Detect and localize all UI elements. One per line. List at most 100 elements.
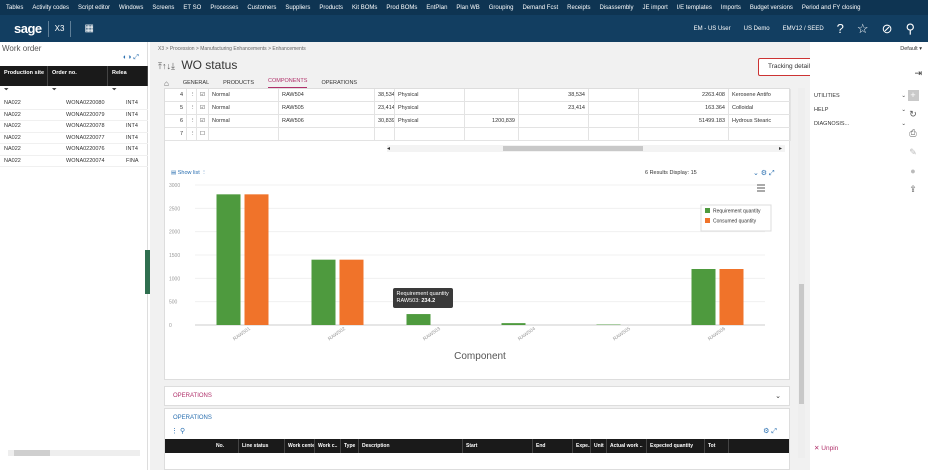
table-cell[interactable]: 2263.408: [639, 88, 729, 102]
vertical-scrollbar[interactable]: [798, 88, 805, 458]
home-icon[interactable]: ⌂: [164, 78, 169, 88]
compass-icon[interactable]: ⊘: [881, 20, 893, 36]
horizontal-scrollbar[interactable]: [8, 450, 140, 456]
top-menu-item[interactable]: Products: [319, 4, 344, 11]
table-cell[interactable]: RAW504: [279, 88, 375, 102]
column-header[interactable]: Line status: [239, 439, 285, 453]
table-cell[interactable]: [465, 101, 519, 115]
add-icon[interactable]: +: [907, 90, 919, 101]
column-header[interactable]: Type: [341, 439, 359, 453]
column-header[interactable]: Start: [463, 439, 533, 453]
operations-section-header[interactable]: OPERATIONS ⌄: [164, 386, 790, 406]
tab-operations[interactable]: OPERATIONS: [321, 80, 358, 86]
default-selector[interactable]: Default ▾: [900, 46, 922, 52]
top-menu-item[interactable]: Tables: [6, 4, 24, 11]
table-cell[interactable]: 23,414: [519, 101, 589, 115]
work-order-row[interactable]: NA022 WONA0220078 INT4: [0, 121, 148, 133]
table-cell[interactable]: 38,534: [519, 88, 589, 102]
table-cell[interactable]: Physical: [395, 101, 465, 115]
top-menu-item[interactable]: Windows: [119, 4, 144, 11]
table-cell[interactable]: 38,534: [375, 88, 395, 102]
table-cell[interactable]: RAW505: [279, 101, 375, 115]
column-header[interactable]: Order no.: [48, 66, 108, 86]
display-select[interactable]: 15: [690, 170, 697, 176]
row-checkbox[interactable]: ☑: [197, 88, 209, 102]
table-cell[interactable]: 6: [165, 114, 187, 128]
table-cell[interactable]: [589, 101, 639, 115]
diagnosis-section[interactable]: DIAGNOSIS... ⌄: [814, 120, 906, 127]
column-header[interactable]: Unit: [591, 439, 607, 453]
panel-collapse-handle[interactable]: [145, 250, 151, 294]
row-checkbox[interactable]: ☑: [197, 101, 209, 115]
row-checkbox[interactable]: ☐: [197, 127, 209, 141]
column-header[interactable]: Work c..: [315, 439, 341, 453]
filter-icon[interactable]: ⏷: [52, 87, 57, 93]
filter-icon[interactable]: ⏷: [4, 87, 9, 93]
top-menu-item[interactable]: Receipts: [567, 4, 591, 11]
component-row[interactable]: 7 ⋮ ☐: [165, 127, 791, 141]
top-menu-item[interactable]: I/E templates: [676, 4, 712, 11]
table-cell[interactable]: 7: [165, 127, 187, 141]
column-header[interactable]: Actual work ..: [607, 439, 647, 453]
table-cell[interactable]: [465, 127, 519, 141]
tracking-detail-button[interactable]: Tracking detail: [758, 58, 820, 76]
show-list-link[interactable]: ▤ Show list ⋮: [171, 170, 207, 176]
column-header[interactable]: Tot: [705, 439, 729, 453]
table-cell[interactable]: Normal: [209, 101, 279, 115]
table-cell[interactable]: [639, 127, 729, 141]
top-menu-item[interactable]: Suppliers: [285, 4, 311, 11]
print-icon[interactable]: ⎙: [909, 128, 917, 138]
component-row[interactable]: 6 ⋮ ☑ Normal RAW506 30,839 Physical 1200,839 514…: [165, 114, 791, 128]
grid-icon[interactable]: ▦: [84, 23, 94, 34]
table-cell[interactable]: Kerosene Antifo: [729, 88, 791, 102]
top-menu-item[interactable]: Demand Fcst: [522, 4, 559, 11]
table-cell[interactable]: 30,839: [375, 114, 395, 128]
company-label[interactable]: US Demo: [743, 25, 770, 32]
top-menu-item[interactable]: Disassembly: [599, 4, 634, 11]
search-icon[interactable]: ⚲: [905, 20, 915, 36]
top-menu-item[interactable]: Prod BOMs: [386, 4, 418, 11]
table-cell[interactable]: Colloidal: [729, 101, 791, 115]
table-cell[interactable]: 163.364: [639, 101, 729, 115]
top-menu-item[interactable]: Screens: [152, 4, 175, 11]
column-header[interactable]: Relea: [108, 66, 148, 86]
table-cell[interactable]: [729, 127, 791, 141]
top-menu-item[interactable]: Period and FY closing: [801, 4, 861, 11]
table-cell[interactable]: [519, 127, 589, 141]
table-cell[interactable]: [465, 88, 519, 102]
component-row[interactable]: 5 ⋮ ☑ Normal RAW505 23,414 Physical 23,414 163.3…: [165, 101, 791, 115]
table-cell[interactable]: Hydrous Stearic: [729, 114, 791, 128]
operations-search-icon[interactable]: ⋮ ⚲: [171, 428, 186, 435]
column-header[interactable]: Expe..: [573, 439, 591, 453]
top-menu-item[interactable]: Grouping: [488, 4, 514, 11]
tab-general[interactable]: GENERAL: [182, 80, 210, 86]
comment-icon[interactable]: ●: [910, 166, 916, 176]
table-cell[interactable]: [589, 88, 639, 102]
work-order-row[interactable]: NA022 WONA0220077 INT4: [0, 133, 148, 144]
work-order-row[interactable]: NA022 WONA0220079 INT4: [0, 110, 148, 121]
table-cell[interactable]: [589, 114, 639, 128]
table-cell[interactable]: Normal: [209, 114, 279, 128]
table-cell[interactable]: 4: [165, 88, 187, 102]
utilities-section[interactable]: UTILITIES ⌄: [814, 92, 906, 99]
breadcrumb[interactable]: X3 > Procession > Manufacturing Enhancem…: [158, 46, 306, 52]
column-header[interactable]: Expected quantity: [647, 439, 705, 453]
top-menu-item[interactable]: Budget versions: [749, 4, 793, 11]
left-panel-controls[interactable]: ◐◑ ⤢: [122, 54, 139, 61]
top-menu-item[interactable]: Script editor: [78, 4, 111, 11]
refresh-icon[interactable]: ↻: [909, 109, 917, 119]
column-header[interactable]: Work center: [285, 439, 315, 453]
row-checkbox[interactable]: ☑: [197, 114, 209, 128]
tab-products[interactable]: PRODUCTS: [223, 80, 255, 86]
table-cell[interactable]: [279, 127, 375, 141]
table-cell[interactable]: 51499.183: [639, 114, 729, 128]
chevron-down-icon[interactable]: ⌄: [775, 393, 781, 400]
row-menu-icon[interactable]: ⋮: [187, 127, 197, 141]
unpin-button[interactable]: ✕ Unpin: [814, 445, 839, 452]
column-header[interactable]: End: [533, 439, 573, 453]
table-cell[interactable]: [209, 127, 279, 141]
scroll-right-icon[interactable]: ▸: [779, 146, 783, 152]
table-cell[interactable]: [519, 114, 589, 128]
module-label[interactable]: X3: [54, 24, 65, 33]
scroll-left-icon[interactable]: ◂: [387, 146, 391, 152]
